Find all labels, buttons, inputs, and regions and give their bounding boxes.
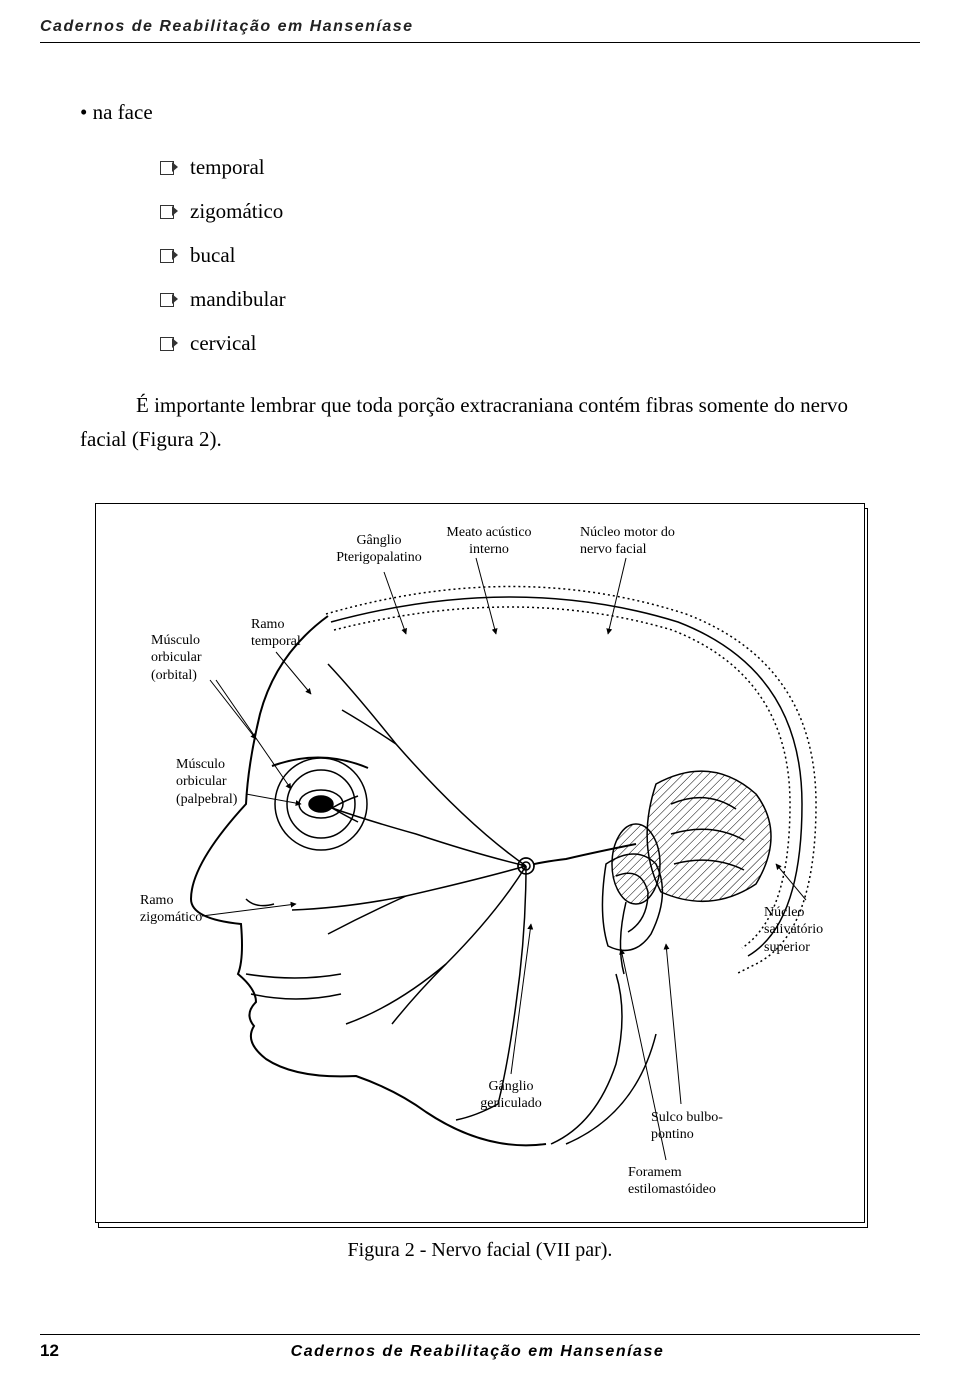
list-item: temporal (160, 145, 880, 189)
label-musculo-orbital: Músculoorbicular(orbital) (151, 632, 221, 685)
list-item-text: zigomático (190, 199, 283, 223)
arrow-list: temporal zigomático bucal mandibular cer… (160, 145, 880, 365)
header-rule (40, 42, 920, 43)
label-ramo-temporal: Ramotemporal (251, 616, 321, 651)
label-meato: Meato acústicointerno (434, 524, 544, 559)
label-sulco: Sulco bulbo-pontino (651, 1109, 751, 1144)
label-foramem: Foramemestilomastóideo (628, 1164, 748, 1199)
label-nucleo-salivatorio: Núcleosalivatóriosuperior (764, 904, 854, 957)
list-item: zigomático (160, 189, 880, 233)
list-item-text: cervical (190, 331, 256, 355)
header-title: Cadernos de Reabilitação em Hanseníase (40, 18, 414, 35)
list-item: bucal (160, 233, 880, 277)
list-item: cervical (160, 321, 880, 365)
label-ganglio-pterigo: GânglioPterigopalatino (324, 532, 434, 567)
figure-box: GânglioPterigopalatino Meato acústicoint… (95, 503, 865, 1223)
label-musculo-palpebral: Músculoorbicular(palpebral) (176, 756, 256, 809)
list-item-text: temporal (190, 155, 265, 179)
figure-caption: Figura 2 - Nervo facial (VII par). (80, 1239, 880, 1262)
list-item-text: mandibular (190, 287, 286, 311)
label-ganglio-geniculado: Gângliogeniculado (466, 1078, 556, 1113)
top-bullet-text: na face (93, 100, 153, 124)
figure-wrap: GânglioPterigopalatino Meato acústicoint… (80, 503, 880, 1262)
footer-title: Cadernos de Reabilitação em Hanseníase (59, 1343, 896, 1361)
page-number: 12 (40, 1341, 59, 1361)
page-content: • na face temporal zigomático bucal mand… (80, 100, 880, 1262)
running-header: Cadernos de Reabilitação em Hanseníase (40, 18, 920, 43)
body-paragraph: É importante lembrar que toda porção ext… (80, 389, 880, 456)
list-item: mandibular (160, 277, 880, 321)
list-item-text: bucal (190, 243, 235, 267)
running-footer: 12 Cadernos de Reabilitação em Hansenías… (40, 1334, 920, 1361)
label-nucleo-motor: Núcleo motor donervo facial (580, 524, 700, 559)
label-ramo-zigomatico: Ramozigomático (140, 892, 220, 927)
top-bullet: • na face (80, 100, 880, 125)
